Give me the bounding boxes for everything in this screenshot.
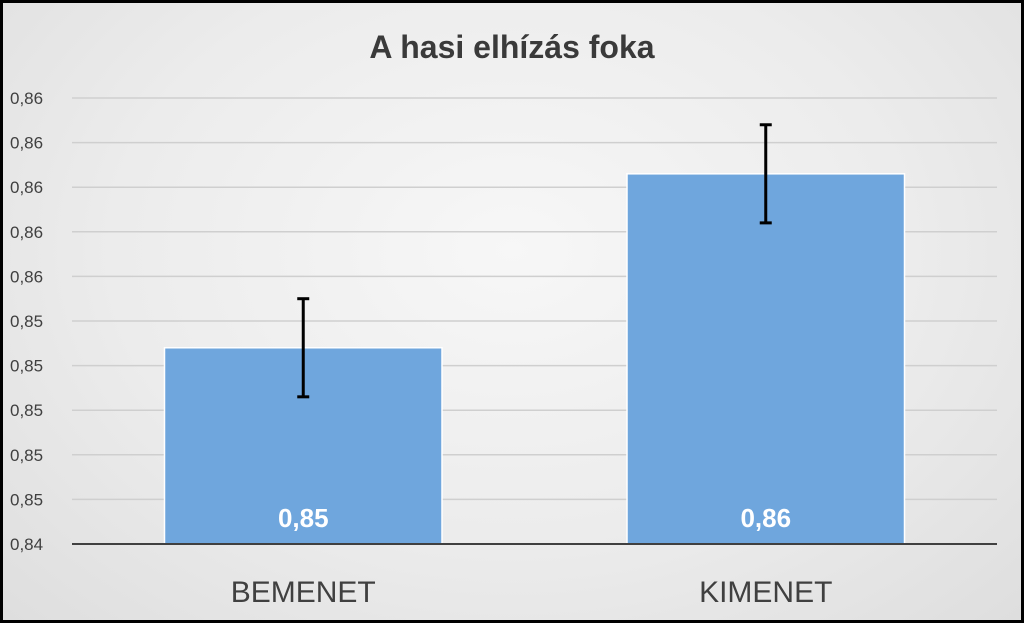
y-tick-label: 0,86 (10, 223, 43, 242)
error-bar-kimenet (759, 123, 772, 225)
data-labels: 0,85 0,86 (278, 503, 791, 533)
y-tick-label: 0,84 (10, 535, 43, 554)
x-axis-categories: BEMENET KIMENET (231, 576, 833, 609)
data-label: 0,85 (278, 503, 329, 533)
y-tick-label: 0,85 (10, 490, 43, 509)
error-bars (297, 123, 772, 399)
x-category-label: BEMENET (231, 576, 376, 609)
y-axis-ticks: 0,84 0,85 0,85 0,85 0,85 0,85 0,86 0,86 0,86 0,86… (10, 89, 43, 554)
bar-kimenet (626, 173, 906, 545)
chart-title: A hasi elhízás foka (369, 29, 654, 65)
bars (163, 173, 906, 545)
y-tick-label: 0,85 (10, 312, 43, 331)
y-tick-label: 0,86 (10, 134, 43, 153)
x-category-label: KIMENET (699, 576, 832, 609)
y-tick-label: 0,86 (10, 89, 43, 108)
y-tick-label: 0,86 (10, 267, 43, 286)
data-label: 0,86 (740, 503, 791, 533)
y-tick-label: 0,85 (10, 446, 43, 465)
error-bar-bemenet (297, 297, 310, 399)
y-tick-label: 0,85 (10, 401, 43, 420)
y-tick-label: 0,86 (10, 178, 43, 197)
y-tick-label: 0,85 (10, 357, 43, 376)
